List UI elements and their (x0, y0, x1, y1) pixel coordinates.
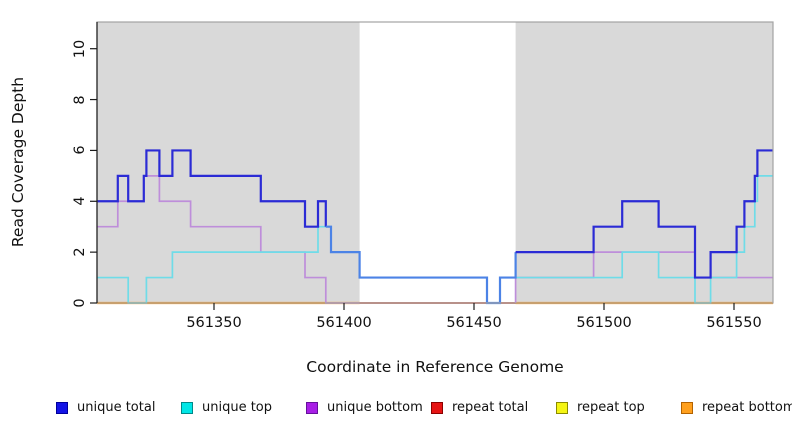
y-tick-label: 0 (72, 298, 88, 308)
series-line-unique-total (515, 149, 773, 279)
right-gray-region (515, 22, 773, 303)
series-line-unique-total (97, 149, 327, 228)
y-tick-label: 8 (72, 94, 88, 105)
y-tick-label: 2 (72, 247, 88, 257)
y-tick-label: 6 (72, 145, 88, 156)
series-line-unique-top (97, 175, 773, 304)
series-line-unique-total (325, 225, 517, 305)
legend-label: unique total (77, 400, 156, 415)
x-tick-label: 561400 (316, 315, 372, 331)
legend-label: unique bottom (327, 400, 423, 415)
legend-label: repeat top (577, 400, 645, 415)
y-tick-label: 10 (72, 39, 88, 58)
legend-swatch-icon (556, 402, 568, 414)
legend-swatch-icon (181, 402, 193, 414)
legend-swatch-icon (56, 402, 68, 414)
legend-label: repeat total (452, 400, 529, 415)
x-tick-label: 561450 (446, 315, 502, 331)
y-tick-label: 4 (72, 196, 88, 206)
x-tick-label: 561550 (706, 315, 762, 331)
y-axis-title: Read Coverage Depth (9, 76, 27, 248)
legend-label: unique top (202, 400, 273, 415)
x-tick-label: 561500 (576, 315, 632, 331)
x-tick-label: 561350 (186, 315, 242, 331)
x-axis-title: Coordinate in Reference Genome (306, 358, 564, 376)
legend-swatch-icon (306, 402, 318, 414)
legend-label: repeat bottom (702, 400, 792, 415)
left-gray-region (97, 22, 360, 303)
legend-swatch-icon (431, 402, 443, 414)
legend-swatch-icon (681, 402, 693, 414)
